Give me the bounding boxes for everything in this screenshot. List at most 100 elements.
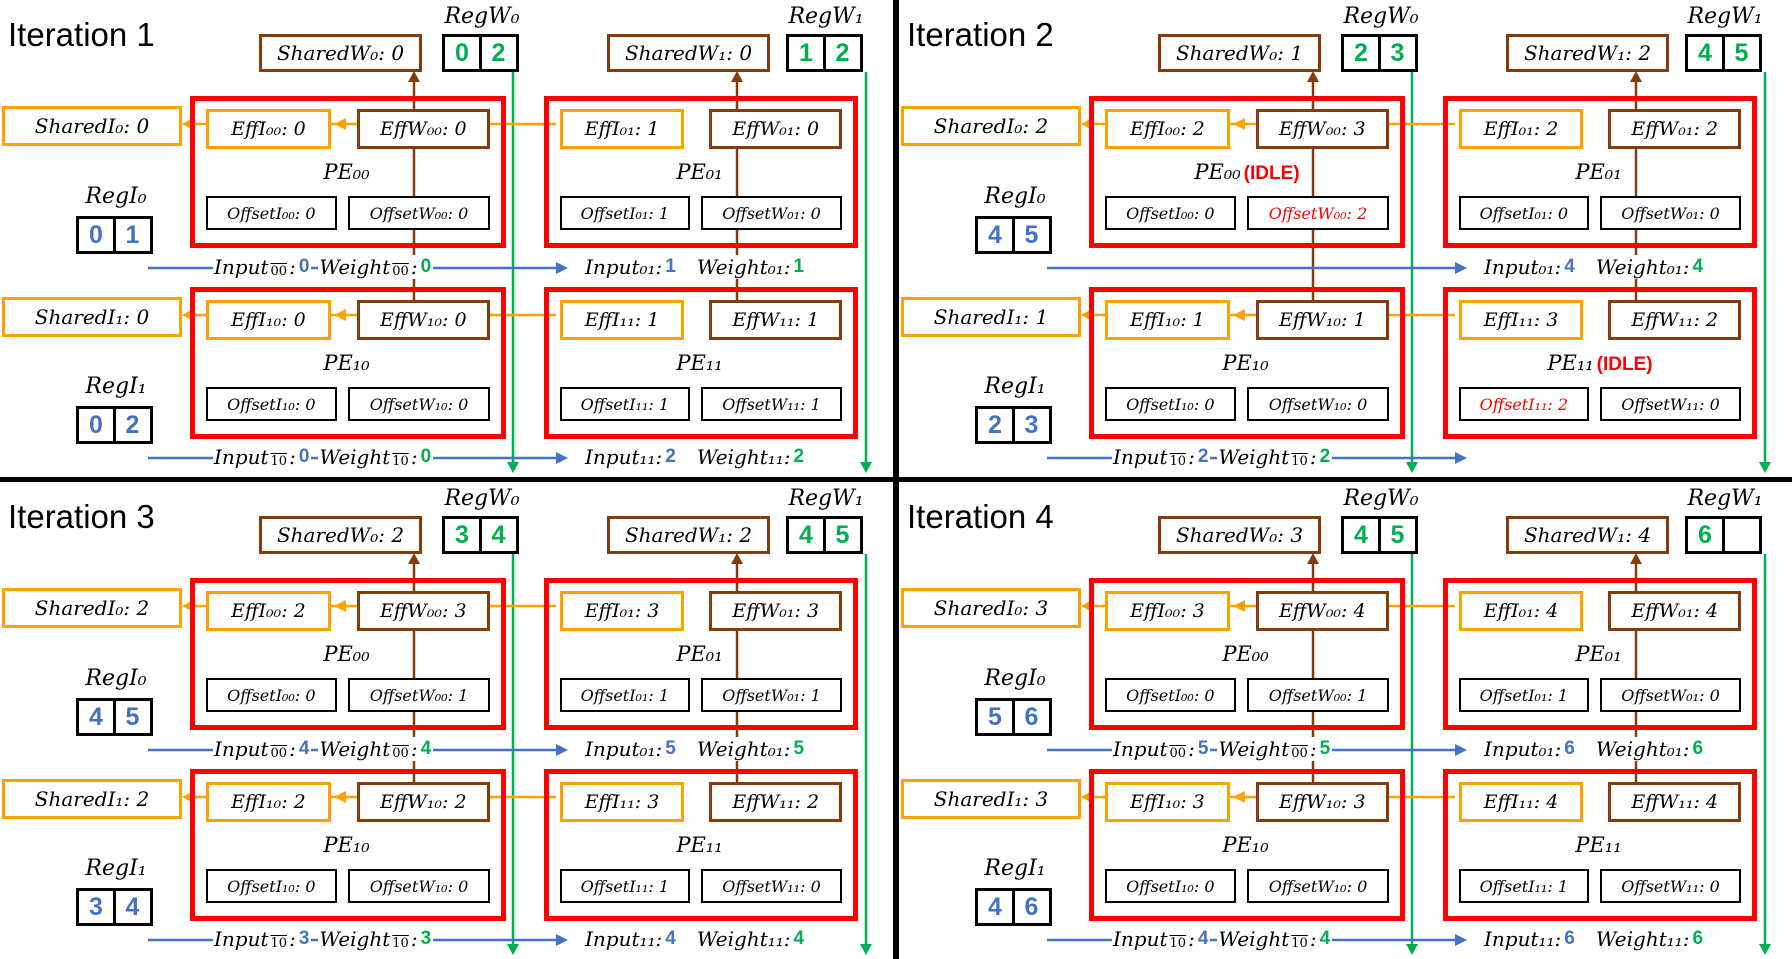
offsetw-box: OffsetW₀₁: 1 (701, 678, 842, 712)
pe-name: PE₀₁ (1459, 642, 1741, 667)
pe-name-text: PE₀₁ (676, 642, 723, 666)
regw0-label: RegW₀ (444, 486, 520, 511)
pe00-eff-row: EffI₀₀: 0 EffW₀₀: 0 (206, 109, 490, 149)
sharedw0-box: SharedW₀: 2 (259, 516, 422, 554)
weight-value: 1 (791, 256, 807, 278)
pe01-offset-row: OffsetI₀₁: 1 OffsetW₀₁: 0 (560, 196, 842, 230)
sharedi1-box: SharedI₁: 3 (901, 779, 1081, 819)
input-right-arrowheads (556, 262, 568, 464)
weight-subscript: 10 (391, 936, 410, 951)
regi1-register: 2 3 (975, 406, 1052, 444)
pe-name: PE₀₁ (560, 160, 842, 185)
input-broadcast-label: Input (1112, 737, 1169, 761)
offsetw-box: OffsetW₀₁: 0 (1600, 678, 1741, 712)
effw-box: EffW₁₀: 1 (1255, 300, 1389, 340)
weight-subscript: 00 (391, 264, 410, 279)
colon: : (1187, 927, 1196, 951)
flow-row1-right: Input₁₁: 2 Weight₁₁: 2 (584, 442, 807, 472)
regi0-cell-0: 5 (975, 698, 1015, 736)
arrowhead-down-icon (1406, 944, 1418, 955)
input-value: 4 (296, 738, 312, 760)
weight-label: Weight₁₁: (695, 445, 792, 469)
pe01-box: EffI₀₁: 3 EffW₀₁: 3 PE₀₁ OffsetI₀₁: 1 Of… (544, 578, 858, 730)
arrowhead-down-icon (507, 462, 519, 473)
effw-box: EffW₁₁: 2 (709, 782, 842, 822)
weight-down-arrowheads (1406, 462, 1771, 473)
flow-row0-left (1112, 252, 1119, 282)
pe11-box: EffI₁₁: 1 EffW₁₁: 1 PE₁₁ OffsetI₁₁: 1 Of… (544, 287, 858, 439)
effi-box: EffI₀₁: 2 (1459, 109, 1584, 149)
iteration-title: Iteration 4 (907, 498, 1054, 535)
input-broadcast-label: Input (213, 737, 270, 761)
pe-name: PE₁₀ (1105, 833, 1389, 858)
quadrant-iteration-4: Iteration 4 SharedW₀: 3 RegW₀ 4 5 Shared… (899, 482, 1792, 958)
arrowhead-left-icon (334, 118, 346, 130)
pe00-box: EffI₀₀: 2 EffW₀₀: 3 PE₀₀ OffsetI₀₀: 0 Of… (190, 578, 506, 730)
regw1-label: RegW₁ (1687, 4, 1763, 29)
effi-box: EffI₀₀: 2 (206, 591, 331, 631)
weight-down-arrowheads (507, 944, 872, 955)
pe-name-text: PE₀₀ (323, 160, 370, 184)
input-subscript: 10 (1168, 936, 1188, 951)
colon: : (1187, 445, 1196, 469)
idle-badge: (IDLE) (1596, 354, 1653, 375)
regw1-register: 1 2 (786, 34, 863, 72)
offseti-box: OffsetI₁₁: 2 (1459, 387, 1589, 421)
weight-broadcast-label: Weight (318, 927, 392, 951)
regw0-cell-1: 5 (1377, 516, 1418, 554)
sharedw1-box: SharedW₁: 2 (1506, 34, 1669, 72)
offseti-box: OffsetI₀₀: 0 (1105, 196, 1236, 230)
pe00-offset-row: OffsetI₀₀: 0 OffsetW₀₀: 1 (206, 678, 490, 712)
regw0-label: RegW₀ (1343, 486, 1419, 511)
regi1-cell-0: 4 (975, 888, 1015, 926)
flow-row1-right (1483, 442, 1501, 472)
weight-broadcast-label: Weight (1217, 445, 1291, 469)
offsetw-box: OffsetW₁₁: 0 (1600, 387, 1741, 421)
arrowhead-right-icon (1455, 452, 1467, 464)
pe01-eff-row: EffI₀₁: 3 EffW₀₁: 3 (560, 591, 842, 631)
weight-value: 4 (791, 928, 807, 950)
effi-box: EffI₁₀: 0 (206, 300, 331, 340)
regi0-cell-0: 4 (76, 698, 116, 736)
pe00-box: EffI₀₀: 3 EffW₀₀: 4 PE₀₀ OffsetI₀₀: 0 Of… (1089, 578, 1405, 730)
sharedi1-box: SharedI₁: 2 (2, 779, 182, 819)
pe00-offset-row: OffsetI₀₀: 0 OffsetW₀₀: 0 (206, 196, 490, 230)
regw1-register: 4 5 (786, 516, 863, 554)
regw0-label: RegW₀ (444, 4, 520, 29)
pe-name: PE₁₀ (206, 833, 490, 858)
input-label: Input₁₁: (1483, 927, 1563, 951)
pe-name-text: PE₁₀ (323, 833, 370, 857)
input-subscript: 10 (269, 454, 289, 469)
weight-subscript: 10 (391, 454, 410, 469)
pe-name: PE₀₀ (IDLE) (1105, 160, 1389, 185)
input-value: 5 (663, 738, 678, 760)
sharedi0-box: SharedI₀: 0 (2, 106, 182, 146)
quadrant-iteration-1: Iteration 1 SharedW₀: 0 RegW₀ 0 2 Shared… (0, 0, 893, 476)
pe01-offset-row: OffsetI₀₁: 1 OffsetW₀₁: 1 (560, 678, 842, 712)
regi1-cell-1: 3 (1011, 406, 1052, 444)
weight-value: 4 (1690, 256, 1706, 278)
effi-box: EffI₁₁: 3 (1459, 300, 1584, 340)
regw0-register: 2 3 (1341, 34, 1418, 72)
input-subscript: 00 (269, 264, 289, 279)
arrowhead-up-icon (408, 553, 420, 564)
regi0-cell-0: 4 (975, 216, 1015, 254)
sharedi0-box: SharedI₀: 3 (901, 588, 1081, 628)
sharedw1-box: SharedW₁: 2 (607, 516, 770, 554)
pe00-offset-row: OffsetI₀₀: 0 OffsetW₀₀: 2 (1105, 196, 1389, 230)
arrowhead-left-icon (1233, 791, 1245, 803)
quadrant-iteration-3: Iteration 3 SharedW₀: 2 RegW₀ 3 4 Shared… (0, 482, 893, 958)
pe-name-text: PE₁₁ (676, 351, 723, 375)
pe01-eff-row: EffI₀₁: 1 EffW₀₁: 0 (560, 109, 842, 149)
pe11-eff-row: EffI₁₁: 3 EffW₁₁: 2 (1459, 300, 1741, 340)
arrowhead-down-icon (1759, 944, 1771, 955)
input-value: 2 (663, 446, 678, 468)
colon: : (288, 927, 297, 951)
input-value: 4 (1562, 256, 1577, 278)
pe00-eff-row: EffI₀₀: 2 EffW₀₀: 3 (206, 591, 490, 631)
input-broadcast-label: Input (1112, 445, 1169, 469)
offsetw-box: OffsetW₁₁: 0 (701, 869, 842, 903)
pe-name-text: PE₁₁ (1575, 833, 1622, 857)
colon: : (409, 737, 419, 761)
